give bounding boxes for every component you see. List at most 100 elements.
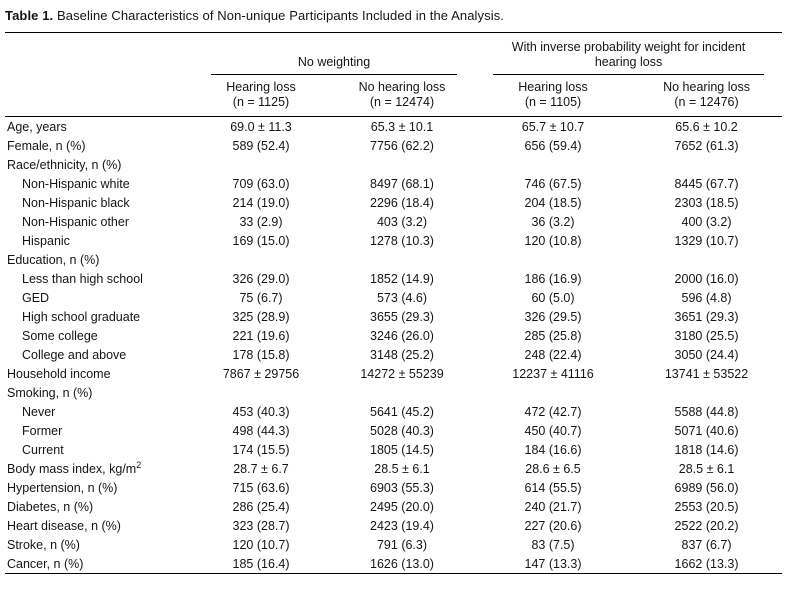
cell-value: 120 (10.8) xyxy=(524,233,582,248)
column-header-n: (n = 12476) xyxy=(674,95,739,109)
row-label: Age, years xyxy=(7,119,67,134)
cell-value: 709 (63.0) xyxy=(232,176,290,191)
cell-value: 169 (15.0) xyxy=(232,233,290,248)
cell-value: 2423 (19.4) xyxy=(370,518,434,533)
row-label: Race/ethnicity, n (%) xyxy=(7,157,122,172)
spanner-inverse-probability-weight: With inverse probability weight for inci… xyxy=(475,33,782,75)
row-label: Stroke, n (%) xyxy=(7,537,80,552)
cell-value: 1278 (10.3) xyxy=(370,233,434,248)
row-label: Hispanic xyxy=(22,233,70,248)
cell-value: 3651 (29.3) xyxy=(674,309,739,324)
cell-value: 589 (52.4) xyxy=(232,138,290,153)
column-header-spacer xyxy=(5,75,193,117)
cell-value: 453 (40.3) xyxy=(232,404,290,419)
cell-value: 186 (16.9) xyxy=(524,271,582,286)
cell-value: 184 (16.6) xyxy=(524,442,582,457)
cell-value: 326 (29.0) xyxy=(232,271,290,286)
cell-value xyxy=(631,250,782,269)
table-row: Stroke, n (%) 120 (10.7) 791 (6.3) 83 (7.5)… xyxy=(5,535,782,554)
cell-value: 1852 (14.9) xyxy=(370,271,434,286)
cell-value: 325 (28.9) xyxy=(232,309,290,324)
row-label: Some college xyxy=(22,328,98,343)
cell-value: 7867 ± 29756 xyxy=(222,366,300,381)
cell-value: 791 (6.3) xyxy=(376,537,428,552)
column-header-n: (n = 1125) xyxy=(232,95,290,109)
table-row: Hypertension, n (%) 715 (63.6) 6903 (55.3)… xyxy=(5,478,782,497)
cell-value: 13741 ± 53522 xyxy=(664,366,749,381)
cell-value: 174 (15.5) xyxy=(232,442,290,457)
cell-value: 7652 (61.3) xyxy=(674,138,739,153)
cell-value: 3180 (25.5) xyxy=(674,328,739,343)
cell-value: 1626 (13.0) xyxy=(370,556,434,571)
cell-value: 147 (13.3) xyxy=(524,556,582,571)
column-header-row: Hearing loss (n = 1125) No hearing loss … xyxy=(5,75,783,117)
table-row: Non-Hispanic other 33 (2.9) 403 (3.2) 36 (3… xyxy=(5,212,782,231)
row-label: Current xyxy=(22,442,64,457)
column-header-line1: No hearing loss xyxy=(358,80,446,94)
baseline-characteristics-table: No weighting With inverse probability we… xyxy=(5,32,783,574)
cell-value: 5071 (40.6) xyxy=(674,423,739,438)
cell-value: 403 (3.2) xyxy=(376,214,428,229)
cell-value: 75 (6.7) xyxy=(239,290,283,305)
row-label: Non-Hispanic white xyxy=(22,176,130,191)
cell-value: 28.6 ± 6.5 xyxy=(525,461,581,476)
cell-value: 8445 (67.7) xyxy=(674,176,739,191)
table-row: Race/ethnicity, n (%) xyxy=(5,155,782,174)
cell-value: 185 (16.4) xyxy=(232,556,290,571)
row-label: Education, n (%) xyxy=(7,252,100,267)
table-row: Non-Hispanic white 709 (63.0) 8497 (68.1) 7… xyxy=(5,174,782,193)
cell-value xyxy=(329,250,475,269)
cell-value: 240 (21.7) xyxy=(524,499,582,514)
table-row: Female, n (%) 589 (52.4) 7756 (62.2) 656 (5… xyxy=(5,136,782,155)
row-label: Never xyxy=(22,404,56,419)
spanner-no-weighting-label: No weighting xyxy=(211,55,458,75)
table-body: Age, years 69.0 ± 11.3 65.3 ± 10.1 65.7 ± 1… xyxy=(5,117,782,574)
cell-value: 3050 (24.4) xyxy=(674,347,739,362)
cell-value: 400 (3.2) xyxy=(681,214,732,229)
cell-value: 14272 ± 55239 xyxy=(360,366,444,381)
table-row: College and above 178 (15.8) 3148 (25.2) 24… xyxy=(5,345,782,364)
table-row: Diabetes, n (%) 286 (25.4) 2495 (20.0) 240 … xyxy=(5,497,782,516)
cell-value: 285 (25.8) xyxy=(524,328,582,343)
row-label: Body mass index, kg/m2 xyxy=(7,459,142,476)
cell-value: 498 (44.3) xyxy=(232,423,290,438)
column-header-hearing-loss-1: Hearing loss (n = 1125) xyxy=(193,75,329,117)
cell-value: 65.3 ± 10.1 xyxy=(370,119,434,134)
table-row: Body mass index, kg/m2 28.7 ± 6.7 28.5 ± 6… xyxy=(5,459,782,478)
table-header: No weighting With inverse probability we… xyxy=(5,33,783,117)
table-title-text: Baseline Characteristics of Non-unique P… xyxy=(56,8,505,23)
cell-value: 12237 ± 41116 xyxy=(512,366,594,381)
cell-value: 2296 (18.4) xyxy=(370,195,434,210)
column-header-line1: Hearing loss xyxy=(226,80,296,94)
paper-table-page: Table 1. Baseline Characteristics of Non… xyxy=(5,7,783,574)
cell-value xyxy=(475,250,631,269)
table-row: Smoking, n (%) xyxy=(5,383,782,402)
table-row: Less than high school 326 (29.0) 1852 (14.… xyxy=(5,269,782,288)
cell-value: 573 (4.6) xyxy=(376,290,428,305)
cell-value xyxy=(475,383,631,402)
cell-value: 69.0 ± 11.3 xyxy=(230,119,292,134)
column-header-line1: Hearing loss xyxy=(518,80,588,94)
cell-value xyxy=(193,383,329,402)
table-row: Age, years 69.0 ± 11.3 65.3 ± 10.1 65.7 ± 1… xyxy=(5,117,782,137)
table-row: High school graduate 325 (28.9) 3655 (29.3… xyxy=(5,307,782,326)
cell-value xyxy=(329,383,475,402)
column-header-line1: No hearing loss xyxy=(663,80,750,94)
cell-value: 83 (7.5) xyxy=(531,537,575,552)
table-row: Cancer, n (%) 185 (16.4) 1626 (13.0) 147 (1… xyxy=(5,554,782,574)
cell-value xyxy=(475,155,631,174)
cell-value: 614 (55.5) xyxy=(524,480,582,495)
cell-value: 2303 (18.5) xyxy=(674,195,739,210)
cell-value: 28.7 ± 6.7 xyxy=(233,461,289,476)
cell-value: 3148 (25.2) xyxy=(370,347,434,362)
table-row: Never 453 (40.3) 5641 (45.2) 472 (42.7) 5588… xyxy=(5,402,782,421)
cell-value: 204 (18.5) xyxy=(524,195,582,210)
cell-value: 5588 (44.8) xyxy=(674,404,739,419)
table-row: Hispanic 169 (15.0) 1278 (10.3) 120 (10.8) 1… xyxy=(5,231,782,250)
cell-value: 5641 (45.2) xyxy=(370,404,434,419)
cell-value: 28.5 ± 6.1 xyxy=(678,461,735,476)
row-label: Less than high school xyxy=(22,271,143,286)
spanner-no-weighting: No weighting xyxy=(193,33,475,75)
table-title: Table 1. Baseline Characteristics of Non… xyxy=(5,7,782,32)
cell-value: 323 (28.7) xyxy=(232,518,290,533)
